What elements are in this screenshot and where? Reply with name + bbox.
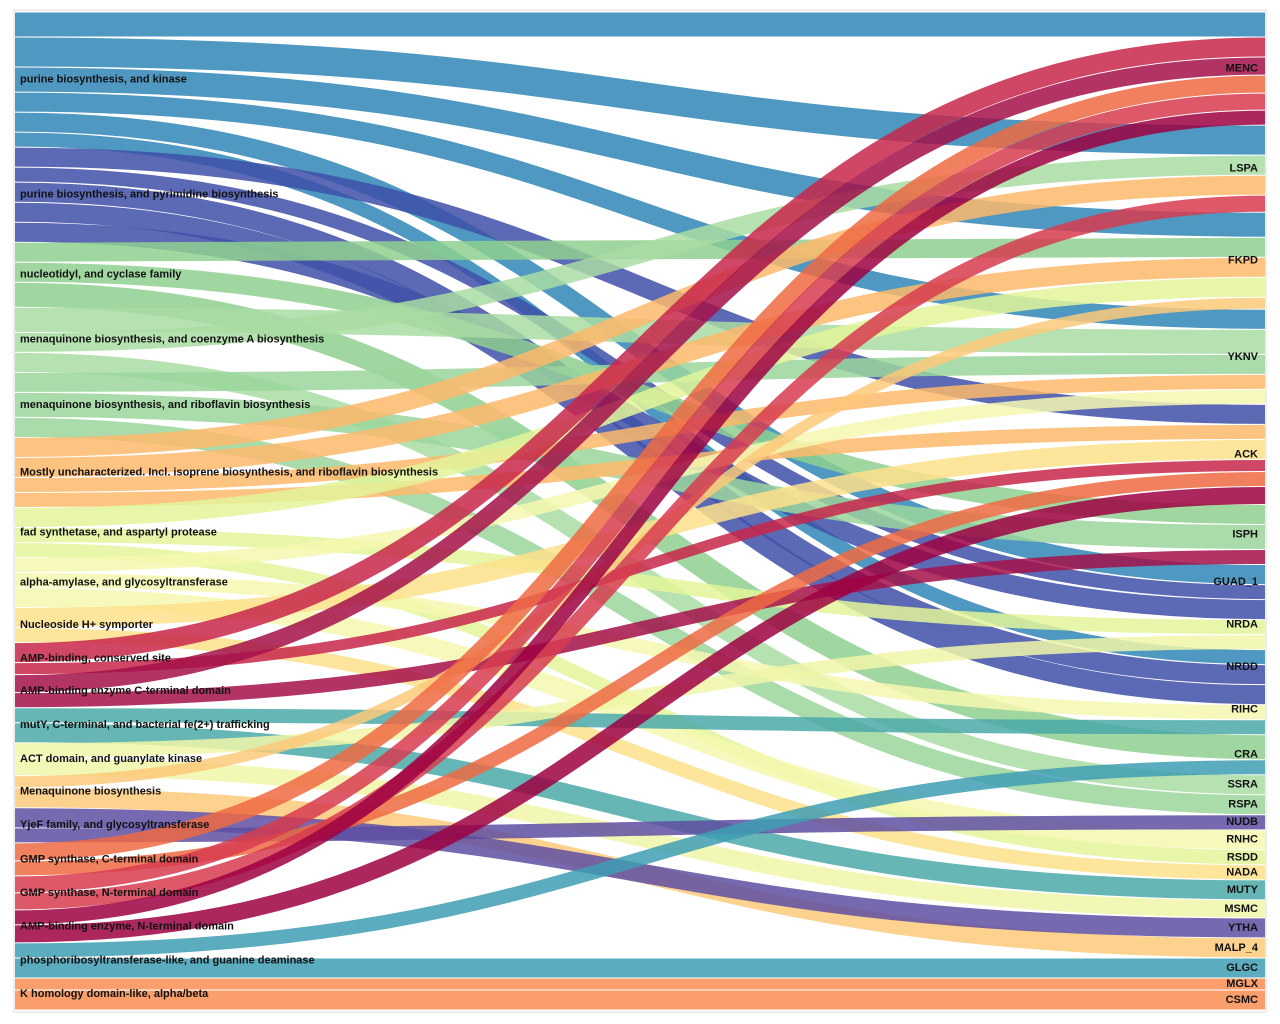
flow [14, 175, 1266, 457]
right-node-label: LSPA [1229, 163, 1258, 175]
flow [14, 75, 1266, 861]
left-node-label: alpha-amylase, and glycosyltransferase [20, 576, 228, 588]
left-node-label: AMP-binding, conserved site [20, 653, 171, 665]
labels: purine biosynthesis, and kinase purine bi… [20, 62, 1259, 1005]
flow [14, 195, 1266, 910]
flow [14, 147, 1266, 424]
flow [14, 307, 1266, 354]
flow [14, 155, 1266, 352]
flow [14, 459, 1266, 675]
right-node-label: CSMC [1226, 994, 1258, 1006]
left-node-label: Nucleoside H+ symporter [20, 619, 154, 631]
left-node-label: purine biosynthesis, and kinase [20, 73, 187, 85]
flow [14, 528, 1266, 635]
right-node-label: YTHA [1228, 922, 1258, 934]
flow [14, 67, 1266, 237]
right-node-label: MUTY [1227, 884, 1259, 896]
right-node-label: SSRA [1227, 779, 1258, 791]
left-node-label: phosphoribosyltransferase-like, and guan… [20, 954, 315, 966]
flow [14, 573, 1266, 720]
links [14, 12, 1266, 1010]
left-node-label: AMP-binding enzyme C-terminal domain [20, 685, 231, 697]
left-node-label: Menaquinone biosynthesis [20, 786, 161, 798]
right-node-label: RSPA [1228, 799, 1258, 811]
left-node-label: purine biosynthesis, and pyrimidine bios… [20, 189, 279, 201]
left-node-label: menaquinone biosynthesis, and coenzyme A… [20, 334, 324, 346]
left-node-label: menaquinone biosynthesis, and riboflavin… [20, 399, 310, 411]
right-node-label: NUDB [1226, 816, 1258, 828]
left-node-label: mutY, C-terminal, and bacterial fe(2+) t… [20, 719, 270, 731]
right-node-label: NADA [1226, 866, 1258, 878]
flow [14, 277, 1266, 528]
right-node-label: RSDD [1227, 851, 1258, 863]
right-node-label: MALP_4 [1215, 942, 1259, 954]
right-node-label: YKNV [1227, 351, 1258, 363]
flow [14, 93, 1266, 893]
right-node-label: FKPD [1228, 255, 1258, 267]
right-node-label: NRDA [1226, 619, 1258, 631]
right-node-label: MENC [1226, 62, 1258, 74]
flow [14, 808, 1266, 938]
right-node-label: MGLX [1226, 978, 1258, 990]
right-node-label: NRDD [1226, 661, 1258, 673]
left-node-label: nucleotidyl, and cyclase family [20, 269, 182, 281]
flow [14, 110, 1266, 925]
right-node-label: GLGC [1226, 962, 1258, 974]
right-node-label: ISPH [1232, 528, 1258, 540]
left-node-label: fad synthetase, and aspartyl protease [20, 526, 217, 538]
left-node-label: AMP-binding enzyme, N-terminal domain [20, 920, 234, 932]
right-node-label: CRA [1234, 749, 1258, 761]
left-node-label: ACT domain, and guanylate kinase [20, 753, 202, 765]
flow [14, 486, 1266, 943]
right-node-label: ACK [1234, 448, 1258, 460]
right-node-label: MSMC [1224, 903, 1258, 915]
flow [14, 550, 1266, 708]
left-node-label: GMP synthase, C-terminal domain [20, 853, 199, 865]
flow [14, 758, 1266, 918]
flow [14, 57, 1266, 693]
flow [14, 374, 1266, 492]
flow [14, 760, 1266, 958]
right-node-label: RIHC [1231, 704, 1258, 716]
flow [14, 37, 1266, 663]
left-node-label: K homology domain-like, alpha/beta [20, 988, 209, 1000]
left-node-label: GMP synthase, N-terminal domain [20, 887, 199, 899]
left-node-label: YjeF family, and glycosyltransferase [20, 819, 209, 831]
right-node-label: RNHC [1226, 834, 1258, 846]
left-node-label: Mostly uncharacterized. Incl. isoprene b… [20, 466, 438, 478]
right-node-label: GUAD_1 [1213, 576, 1258, 588]
flow [14, 543, 1266, 865]
flow [14, 635, 1266, 758]
